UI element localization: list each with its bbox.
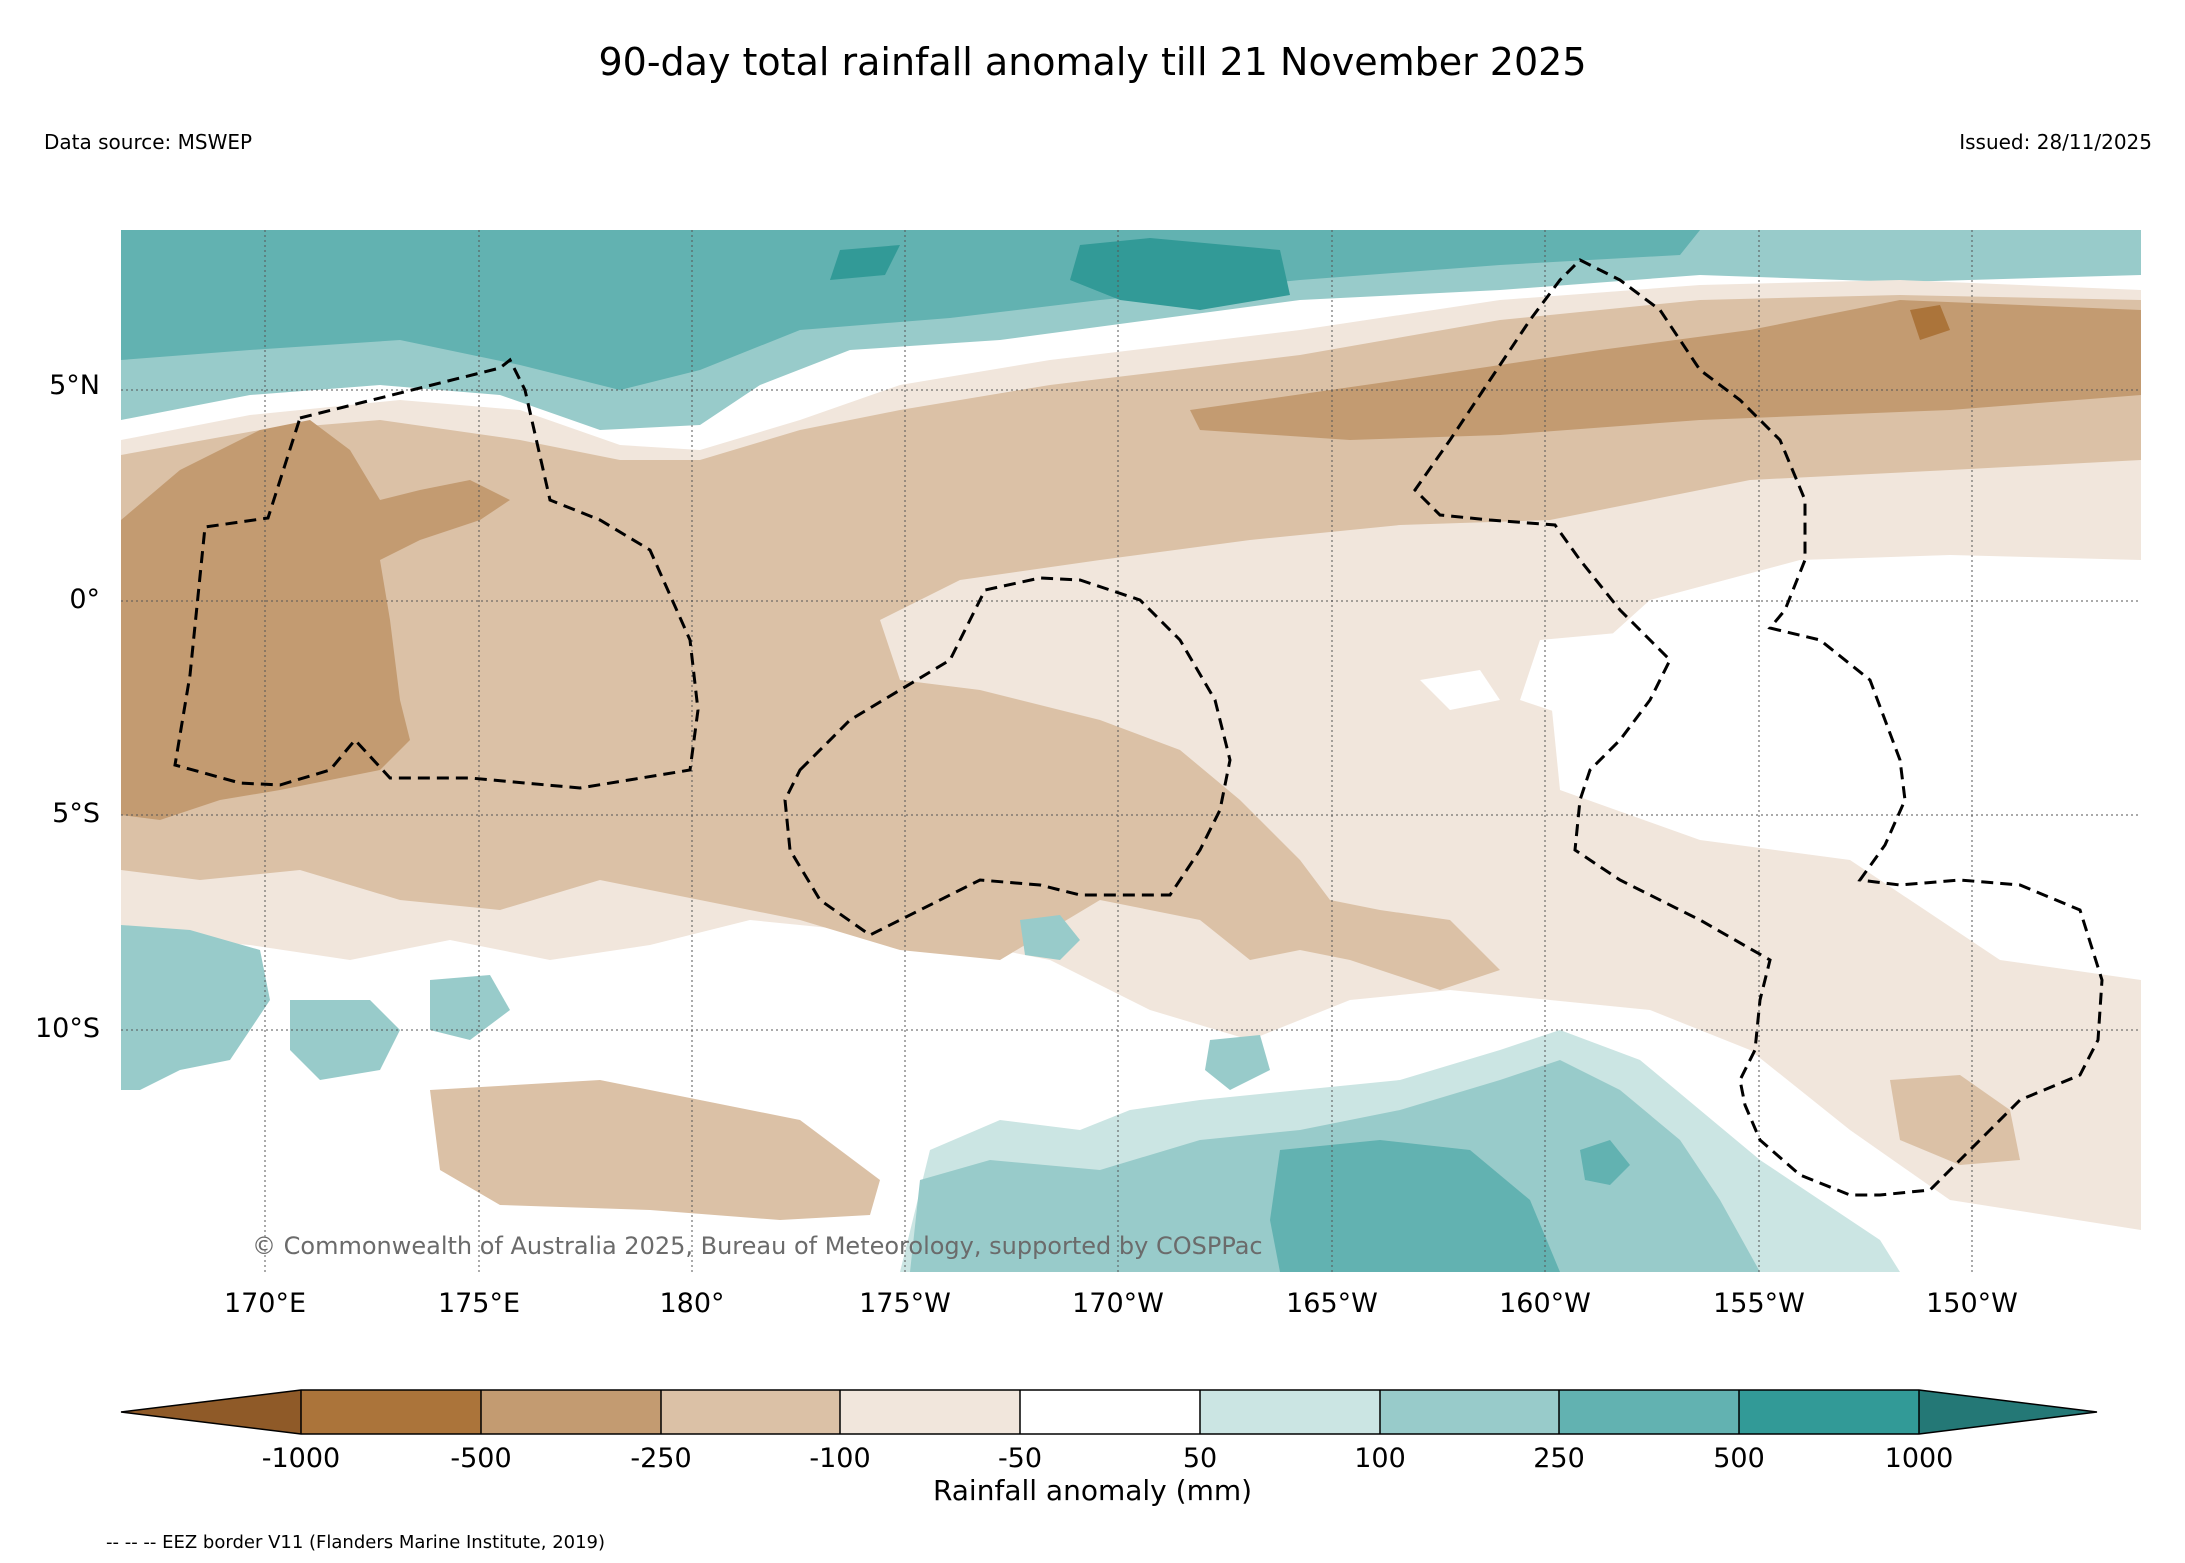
lat-label-5n: 5°N [49,370,100,401]
colorbar-tick-label: -500 [450,1443,512,1474]
lon-label-175w: 175°W [859,1288,951,1319]
lon-label-170w: 170°W [1072,1288,1164,1319]
colorbar-segment-8 [1559,1390,1739,1434]
colorbar-segment-7 [1380,1390,1559,1434]
wet-band-north-strong [121,230,1700,390]
issued-date: Issued: 28/11/2025 [1959,130,2152,154]
colorbar-tick-label: 250 [1533,1443,1585,1474]
colorbar-segment-2 [481,1390,661,1434]
colorbar [120,1389,2098,1435]
colorbar-segment-5 [1020,1390,1200,1434]
dry-band-medium [121,295,2141,990]
lon-label-180: 180° [659,1288,725,1319]
lat-label-5s: 5°S [52,798,100,829]
eez-kiribati-line [1413,258,2104,1197]
data-source: Data source: MSWEP [44,130,253,154]
map-title: 90-day total rainfall anomaly till 21 No… [598,40,1587,84]
wet-patch-southwest [121,925,270,1090]
colorbar-tick-label: 50 [1182,1443,1218,1474]
colorbar-segment-6 [1200,1390,1380,1434]
dry-core-west [121,420,510,820]
lat-label-10s: 10°S [35,1013,100,1044]
colorbar-segment-3 [661,1390,840,1434]
eez-kiribati-gilbert [173,357,700,790]
wet-band-north-core [1070,238,1290,310]
colorbar-segment-1 [301,1390,481,1434]
colorbar-tick-label: -250 [630,1443,692,1474]
eez-legend-note: -- -- -- EEZ border V11 (Flanders Marine… [106,1532,606,1553]
lon-label-170e: 170°E [223,1288,307,1319]
dry-band-strong [1190,300,2141,440]
colorbar-tick-label: -50 [997,1443,1043,1474]
eez-borders [173,258,2104,1197]
colorbar-tick-label: -1000 [261,1443,341,1474]
lon-label-165w: 165°W [1286,1288,1378,1319]
map-field [121,230,2141,1272]
copyright-notice: © Commonwealth of Australia 2025, Bureau… [252,1232,1263,1260]
colorbar-title: Rainfall anomaly (mm) [932,1474,1253,1507]
colorbar-segment-0 [121,1390,301,1434]
colorbar-tick-label: 500 [1713,1443,1765,1474]
colorbar-tick-label: -100 [809,1443,871,1474]
colorbar-segment-4 [840,1390,1020,1434]
colorbar-tick-label: 1000 [1884,1443,1954,1474]
lon-label-155w: 155°W [1713,1288,1805,1319]
colorbar-tick-label: 100 [1354,1443,1406,1474]
colorbar-segment-9 [1739,1390,1919,1434]
lat-label-0: 0° [69,584,100,615]
lon-label-175e: 175°E [437,1288,521,1319]
colorbar-segment-10 [1919,1390,2097,1434]
lon-label-160w: 160°W [1499,1288,1591,1319]
lon-label-150w: 150°W [1926,1288,2018,1319]
